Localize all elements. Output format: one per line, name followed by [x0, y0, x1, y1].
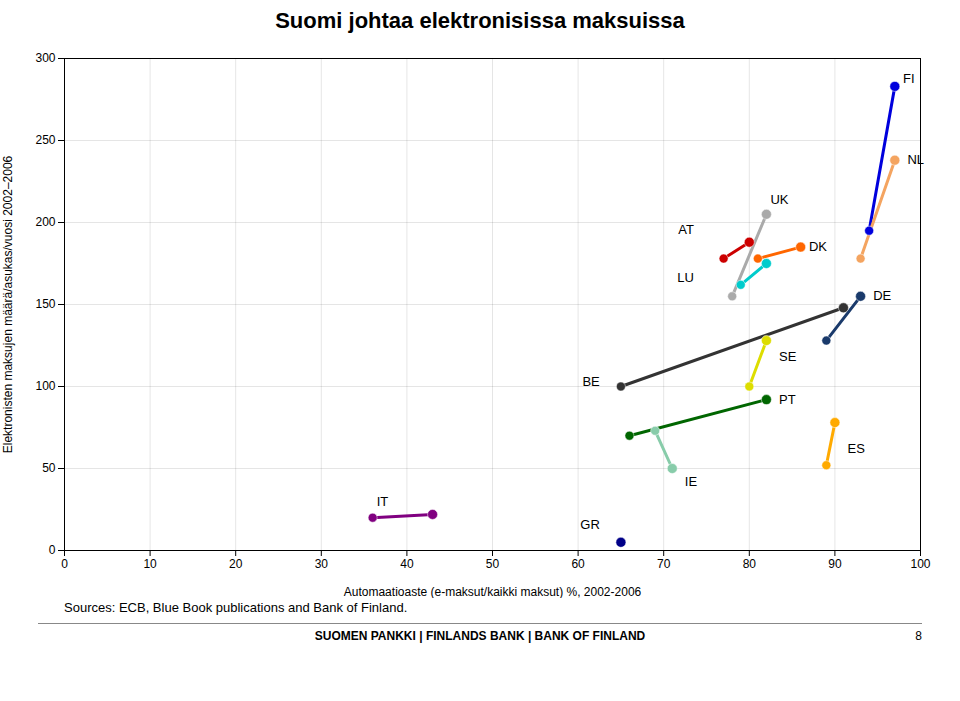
svg-text:Automaatioaste (e-maksut/kaikk: Automaatioaste (e-maksut/kaikki maksut) … — [344, 585, 642, 599]
svg-text:NL: NL — [907, 152, 924, 167]
svg-text:FI: FI — [903, 71, 915, 86]
svg-text:0: 0 — [61, 557, 68, 571]
svg-text:40: 40 — [400, 557, 414, 571]
svg-text:SE: SE — [779, 349, 797, 364]
svg-text:UK: UK — [770, 192, 788, 207]
svg-text:PT: PT — [779, 392, 796, 407]
svg-text:100: 100 — [910, 557, 930, 571]
svg-text:100: 100 — [35, 379, 55, 393]
svg-text:ES: ES — [847, 441, 865, 456]
svg-text:300: 300 — [35, 51, 55, 65]
svg-text:DE: DE — [873, 288, 891, 303]
svg-text:BE: BE — [582, 374, 600, 389]
svg-text:150: 150 — [35, 297, 55, 311]
svg-text:IE: IE — [685, 474, 698, 489]
svg-text:200: 200 — [35, 215, 55, 229]
svg-text:Elektronisten maksujen määrä/a: Elektronisten maksujen määrä/asukas/vuos… — [1, 155, 15, 453]
html-text:8: 8 — [915, 629, 922, 643]
svg-text:50: 50 — [42, 461, 56, 475]
svg-text:70: 70 — [657, 557, 671, 571]
svg-text:10: 10 — [143, 557, 157, 571]
svg-text:GR: GR — [580, 517, 600, 532]
svg-text:DK: DK — [809, 239, 827, 254]
html-text:SUOMEN PANKKI | FINLANDS BANK: SUOMEN PANKKI | FINLANDS BANK | BANK OF … — [314, 629, 646, 643]
svg-text:30: 30 — [315, 557, 329, 571]
html-text:Suomi johtaa elektronisissa ma: Suomi johtaa elektronisissa maksuissa — [275, 8, 685, 33]
svg-text:20: 20 — [229, 557, 243, 571]
svg-text:60: 60 — [571, 557, 585, 571]
svg-text:80: 80 — [743, 557, 757, 571]
svg-text:0: 0 — [49, 543, 56, 557]
svg-text:LU: LU — [677, 270, 694, 285]
svg-text:250: 250 — [35, 133, 55, 147]
svg-text:90: 90 — [828, 557, 842, 571]
svg-text:50: 50 — [486, 557, 500, 571]
svg-text:IT: IT — [377, 494, 389, 509]
svg-text:AT: AT — [678, 222, 694, 237]
html-text:Sources: ECB, Blue Book public: Sources: ECB, Blue Book publications and… — [64, 600, 408, 615]
